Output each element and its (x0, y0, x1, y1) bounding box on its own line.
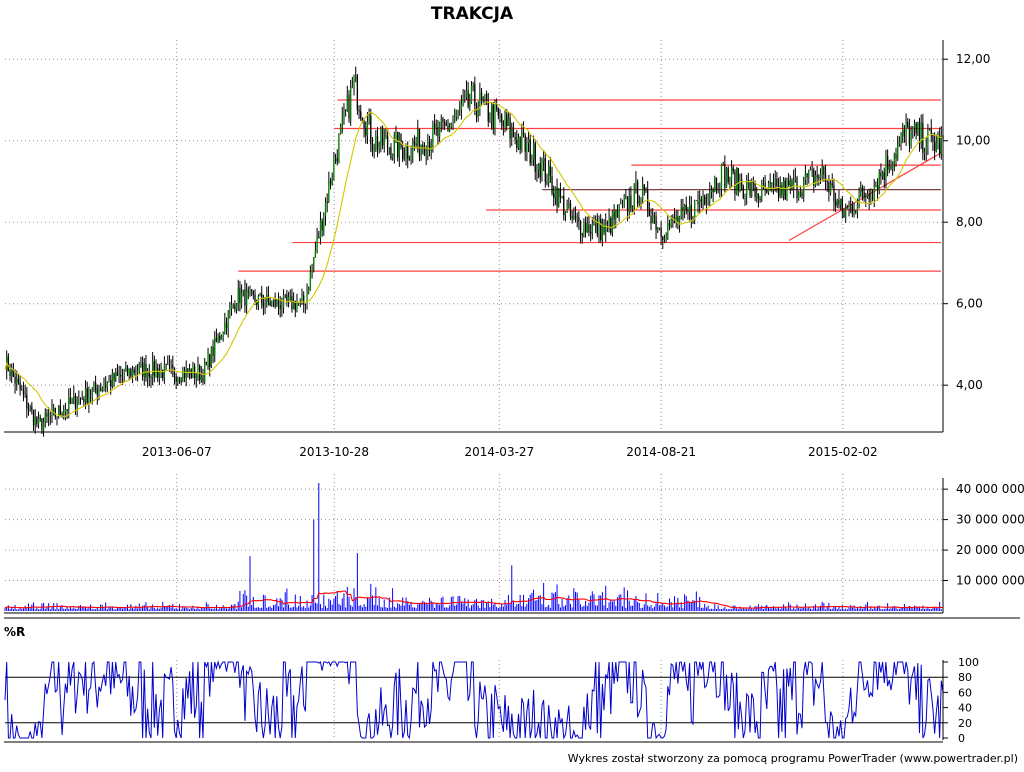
price-tick-label: 6,00 (956, 297, 983, 311)
wr-tick-label: 60 (958, 686, 972, 699)
moving-average-series (4, 101, 944, 417)
volume-series (4, 483, 944, 611)
x-tick-label: 2015-02-02 (808, 445, 878, 459)
volume-tick-label: 40 000 000 (956, 482, 1024, 496)
volume-tick-label: 10 000 000 (956, 574, 1024, 588)
volume-tick-label: 30 000 000 (956, 513, 1024, 527)
price-tick-label: 8,00 (956, 215, 983, 229)
williams-r-series (4, 660, 944, 740)
wr-tick-label: 20 (958, 717, 972, 730)
price-tick-label: 4,00 (956, 378, 983, 392)
volume-average-line (4, 590, 944, 609)
x-tick-label: 2013-10-28 (299, 445, 369, 459)
wr-tick-label: 0 (958, 732, 965, 745)
trendline (788, 152, 942, 242)
volume-tick-label: 20 000 000 (956, 543, 1024, 557)
candlestick-series (6, 66, 944, 437)
x-tick-label: 2014-03-27 (464, 445, 534, 459)
wr-panel-label: %R (4, 625, 25, 639)
chart-title: TRAKCJA (431, 4, 514, 24)
footer-credit: Wykres został stworzony za pomocą progra… (568, 752, 1018, 765)
moving-average-line (4, 101, 944, 417)
axes: %R 2013-06-07 2013-10-28 2014-03-27 2014-08-… (4, 40, 1024, 745)
williams-r-line (4, 660, 944, 740)
level-lines (238, 99, 942, 272)
wr-tick-label: 100 (958, 656, 979, 669)
x-tick-label: 2014-08-21 (626, 445, 696, 459)
grid-layer (5, 40, 943, 738)
price-tick-label: 10,00 (956, 134, 990, 148)
x-tick-label: 2013-06-07 (142, 445, 212, 459)
price-tick-label: 12,00 (956, 52, 990, 66)
wr-tick-label: 40 (958, 702, 972, 715)
wr-tick-label: 80 (958, 671, 972, 684)
